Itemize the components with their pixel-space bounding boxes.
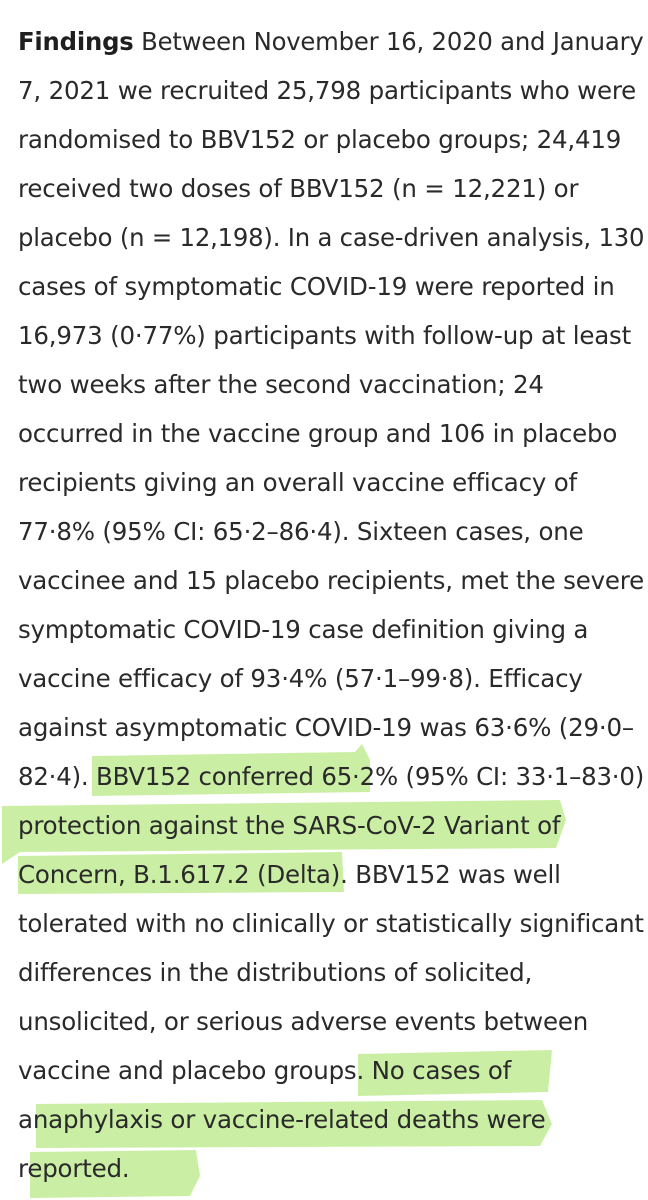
text-line: 82·4). BBV152 conferred 65·2% (95% CI: 3… bbox=[18, 762, 645, 791]
text-line: anaphylaxis or vaccine-related deaths we… bbox=[18, 1105, 546, 1134]
findings-heading: Findings bbox=[18, 27, 134, 56]
text-line: unsolicited, or serious adverse events b… bbox=[18, 1007, 589, 1036]
text-line: Concern, B.1.617.2 (Delta). BBV152 was w… bbox=[18, 860, 561, 889]
text-line: against asymptomatic COVID-19 was 63·6% … bbox=[18, 713, 634, 742]
text-line: 77·8% (95% CI: 65·2–86·4). Sixteen cases… bbox=[18, 517, 584, 546]
text-line: randomised to BBV152 or placebo groups; … bbox=[18, 125, 622, 154]
text-line: 16,973 (0·77%) participants with follow-… bbox=[18, 321, 632, 350]
text-line: recipients giving an overall vaccine eff… bbox=[18, 468, 577, 497]
text-line: occurred in the vaccine group and 106 in… bbox=[18, 419, 618, 448]
text-line: symptomatic COVID-19 case definition giv… bbox=[18, 615, 589, 644]
text-line: vaccine efficacy of 93·4% (57·1–99·8). E… bbox=[18, 664, 583, 693]
text-line: differences in the distributions of soli… bbox=[18, 958, 533, 987]
text-line: two weeks after the second vaccination; … bbox=[18, 370, 544, 399]
text-line: placebo (n = 12,198). In a case-driven a… bbox=[18, 223, 645, 252]
text-line: vaccinee and 15 placebo recipients, met … bbox=[18, 566, 644, 595]
text-line: tolerated with no clinically or statisti… bbox=[18, 909, 644, 938]
text-line: reported. bbox=[18, 1154, 130, 1183]
text-line: cases of symptomatic COVID-19 were repor… bbox=[18, 272, 615, 301]
text-line: protection against the SARS-CoV-2 Varian… bbox=[18, 811, 561, 840]
text-line: received two doses of BBV152 (n = 12,221… bbox=[18, 174, 579, 203]
text-line: Findings Between November 16, 2020 and J… bbox=[18, 27, 644, 56]
text-line: vaccine and placebo groups. No cases of bbox=[18, 1056, 512, 1085]
text-line: 7, 2021 we recruited 25,798 participants… bbox=[18, 76, 637, 105]
